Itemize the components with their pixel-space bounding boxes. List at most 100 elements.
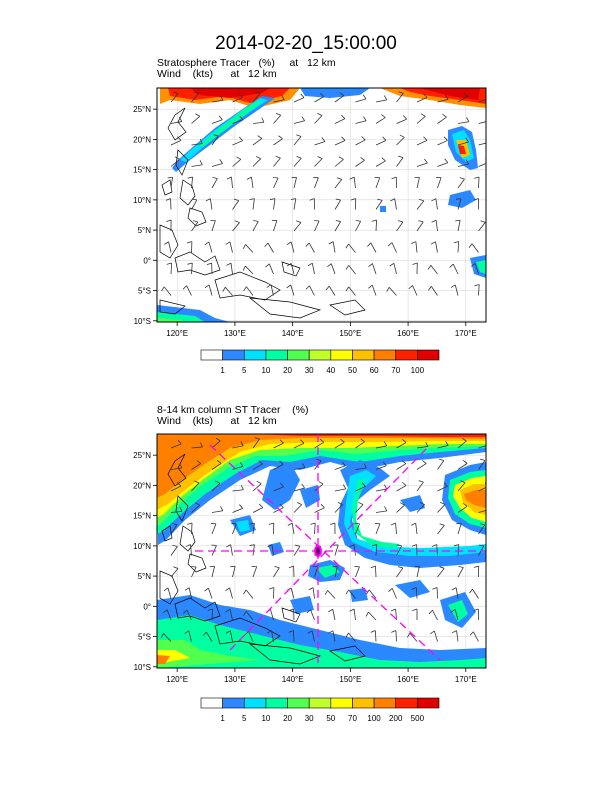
wind-barb: [273, 99, 285, 103]
wind-barb-flag: [191, 198, 197, 201]
wind-barb: [478, 163, 486, 167]
panel2-colorbar: 1 5 10 20 30 50 70 100 200 500: [200, 697, 440, 723]
wind-barb: [478, 524, 486, 535]
y-tick-label: 15°N: [133, 512, 151, 521]
wind-barb-flag: [340, 438, 345, 443]
wind-barb-flag: [319, 438, 325, 443]
wind-barb: [312, 587, 315, 599]
wind-barb: [191, 115, 201, 124]
wind-barb: [478, 98, 486, 103]
wind-barb: [416, 162, 428, 167]
colorbar-label: 10: [261, 714, 270, 723]
wind-barb: [348, 589, 356, 599]
wind-barb-flag: [345, 265, 350, 270]
wind-barb-flag: [460, 480, 466, 484]
panel2-coastlines: [159, 453, 366, 665]
wind-barb: [293, 97, 305, 103]
wind-barb: [334, 544, 339, 556]
wind-barb: [416, 97, 428, 103]
wind-barb: [416, 463, 427, 470]
wind-barb: [293, 630, 295, 642]
wind-barb: [314, 177, 319, 189]
y-tick-label: 15°N: [133, 166, 151, 175]
wind-barb: [355, 486, 366, 492]
wind-barb-flag: [236, 156, 242, 160]
wind-barb: [355, 159, 365, 167]
wind-barb: [434, 630, 438, 642]
wind-barb: [416, 116, 426, 124]
wind-barb: [314, 158, 323, 167]
wind-barb-flag: [465, 159, 470, 165]
wind-barb-flag: [261, 117, 265, 123]
wind-barb-flag: [398, 566, 404, 569]
y-tick-label: 0°: [143, 256, 151, 265]
wind-barb-flag: [337, 502, 343, 505]
wind-barb: [267, 242, 274, 253]
wind-barb: [293, 136, 302, 146]
wind-barb-flag: [424, 158, 428, 164]
wind-barb: [211, 483, 221, 492]
wind-barb: [396, 485, 407, 492]
wind-barb-flag: [363, 116, 367, 122]
wind-barb-flag: [371, 544, 377, 547]
panel2-map: 120°E 130°E 140°E 150°E 160°E 170°E 25°N 20°N 15…: [133, 433, 487, 684]
wind-barb: [334, 118, 346, 124]
y-tick-label: 5°N: [138, 226, 152, 235]
wind-barb: [252, 566, 258, 578]
wind-barb: [191, 143, 203, 146]
wind-barb: [353, 177, 356, 189]
wind-barb-flag: [451, 630, 457, 634]
wind-barb-flag: [309, 198, 315, 201]
wind-barb: [290, 241, 295, 253]
wind-barb-flag: [396, 544, 402, 547]
wind-barb: [232, 222, 240, 232]
wind-barb-flag: [212, 177, 218, 179]
wind-barb: [452, 263, 459, 275]
wind-barb: [355, 221, 361, 232]
y-tick-label: 10°S: [134, 663, 151, 672]
wind-barb: [293, 442, 305, 449]
wind-barb-flag: [204, 241, 210, 246]
wind-barb-flag: [219, 159, 223, 164]
wind-barb: [268, 263, 274, 275]
wind-barb-flag: [466, 117, 470, 122]
wind-barb-flag: [296, 155, 302, 159]
x-tick-label: 120°E: [166, 675, 188, 684]
wind-barb: [457, 567, 464, 578]
wind-barb: [372, 263, 377, 275]
wind-barb-flag: [382, 461, 387, 466]
wind-barb: [191, 177, 193, 189]
wind-barb: [375, 219, 377, 232]
wind-barb: [232, 200, 240, 210]
wind-barb: [232, 97, 243, 103]
wind-barb: [290, 263, 295, 275]
wind-barb: [186, 609, 192, 621]
wind-barb-flag: [399, 134, 405, 138]
wind-barb-flag: [411, 522, 416, 526]
wind-barb-flag: [485, 440, 486, 442]
colorbar-label: 5: [242, 714, 247, 723]
wind-barb-flag: [225, 630, 231, 634]
wind-barb-flag: [166, 219, 172, 222]
wind-barb: [348, 243, 356, 253]
wind-barb: [273, 177, 279, 189]
wind-barb: [314, 507, 325, 513]
wind-barb: [437, 525, 445, 535]
colorbar-label: 100: [411, 366, 425, 375]
wind-barb: [188, 587, 192, 599]
wind-barb: [252, 93, 261, 103]
wind-barb: [232, 140, 243, 146]
wind-barb-flag: [177, 136, 182, 141]
wind-barb-flag: [249, 522, 255, 525]
wind-barb-flag: [184, 587, 190, 591]
wind-barb: [478, 284, 480, 296]
wind-barb: [191, 566, 197, 578]
wind-barb-flag: [195, 502, 200, 506]
colorbar-label: 50: [348, 366, 357, 375]
wind-barb: [225, 286, 233, 296]
wind-barb: [334, 221, 342, 232]
wind-barb-flag: [320, 503, 325, 509]
wind-barb-flag: [239, 504, 243, 509]
wind-barb-flag: [332, 565, 338, 568]
wind-barb: [191, 221, 199, 232]
